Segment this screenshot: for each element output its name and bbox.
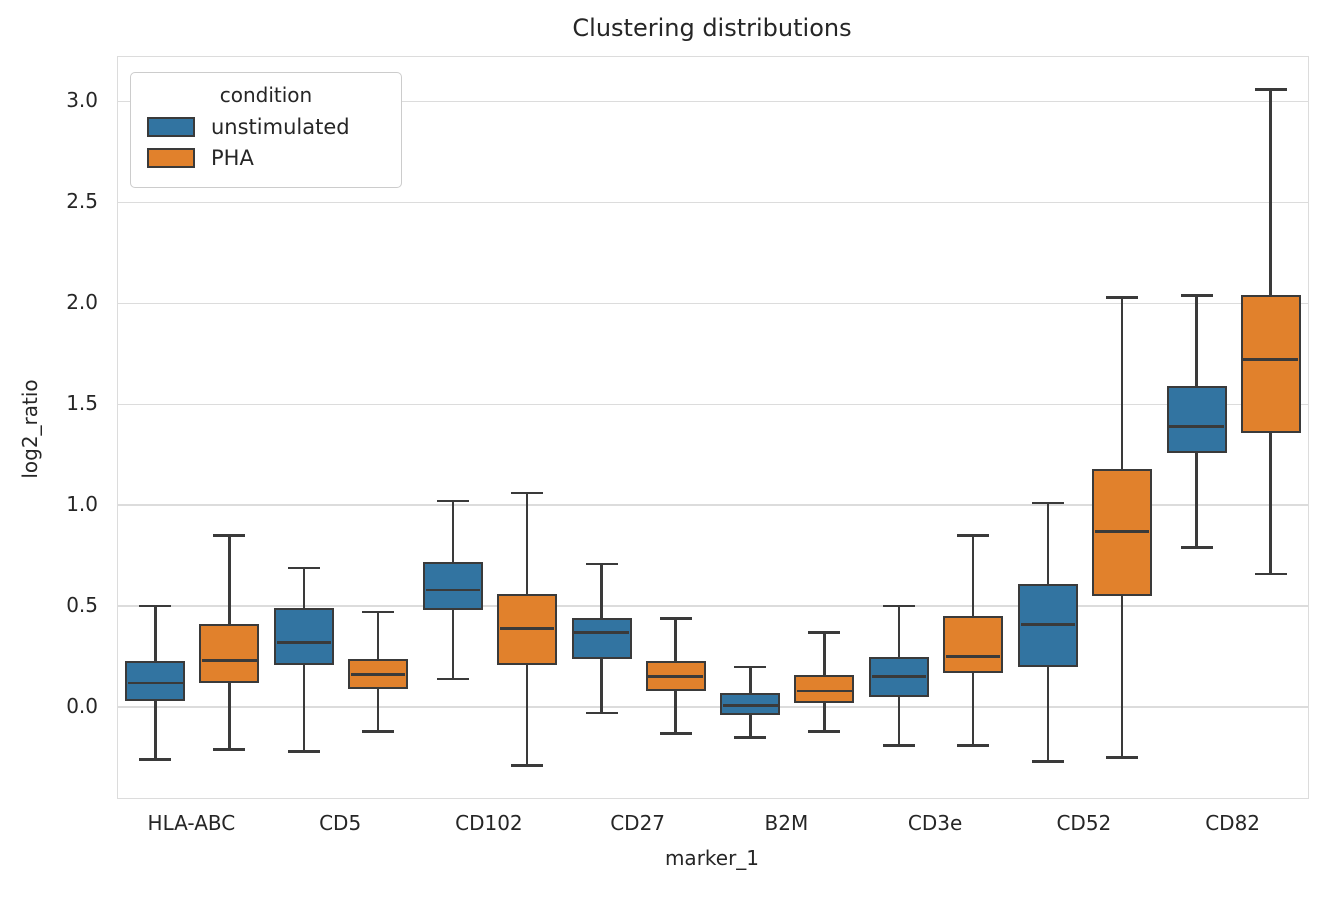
box-unstimulated-CD5 [274, 608, 335, 665]
whisker-cap-top-unstimulated-CD52 [1031, 501, 1064, 505]
whisker-cap-bottom-PHA-CD27 [659, 732, 692, 735]
y-tick-label: 3.0 [66, 88, 98, 113]
whisker-cap-bottom-PHA-CD82 [1254, 572, 1287, 576]
whisker-cap-top-PHA-CD27 [659, 617, 692, 620]
whisker-cap-bottom-unstimulated-CD82 [1180, 546, 1213, 549]
whisker-cap-top-unstimulated-CD27 [585, 562, 618, 566]
median-line-PHA-CD102 [499, 626, 555, 630]
median-line-unstimulated-CD102 [425, 588, 481, 592]
median-line-PHA-HLA-ABC [202, 659, 257, 663]
whisker-cap-top-unstimulated-B2M [734, 665, 767, 668]
y-tick-label: 1.0 [66, 492, 98, 517]
whisker-cap-top-PHA-CD102 [510, 491, 543, 495]
whisker-cap-top-PHA-CD52 [1105, 296, 1138, 299]
gridline [118, 100, 1308, 103]
whisker-cap-top-PHA-HLA-ABC [213, 534, 246, 537]
median-line-unstimulated-HLA-ABC [128, 681, 183, 685]
box-unstimulated-CD102 [422, 561, 483, 611]
y-axis-label: log2_ratio [18, 379, 42, 479]
gridline [118, 706, 1308, 708]
median-line-unstimulated-CD3e [871, 675, 927, 679]
whisker-cap-bottom-unstimulated-HLA-ABC [139, 758, 172, 761]
whisker-cap-top-PHA-CD3e [957, 534, 990, 537]
legend-label-unstimulated: unstimulated [211, 115, 350, 139]
legend-title: condition [219, 83, 313, 107]
median-line-PHA-CD5 [350, 673, 406, 677]
x-tick-label: CD5 [319, 811, 362, 835]
whisker-cap-bottom-PHA-CD3e [957, 744, 990, 747]
x-tick-label: B2M [764, 811, 809, 835]
whisker-cap-bottom-unstimulated-CD5 [288, 750, 321, 753]
median-line-unstimulated-B2M [723, 703, 778, 707]
gridline [118, 302, 1308, 305]
legend-entry-pha: PHA [147, 146, 385, 170]
y-tick-label: 2.5 [66, 189, 98, 214]
median-line-unstimulated-CD52 [1020, 622, 1076, 626]
x-tick-label: CD52 [1056, 811, 1112, 835]
whisker-cap-bottom-unstimulated-B2M [734, 736, 767, 739]
median-line-PHA-CD82 [1243, 358, 1298, 362]
whisker-cap-bottom-unstimulated-CD52 [1031, 760, 1064, 763]
x-tick-label: CD27 [610, 811, 666, 835]
y-tick-label: 2.0 [66, 290, 98, 315]
box-PHA-CD3e [943, 616, 1004, 673]
y-tick-label: 1.5 [66, 391, 98, 416]
whisker-cap-top-unstimulated-CD3e [883, 604, 916, 608]
gridline [118, 201, 1308, 204]
x-tick-label: CD3e [907, 811, 963, 835]
gridline [118, 403, 1308, 406]
whisker-cap-top-PHA-CD82 [1254, 88, 1287, 91]
whisker-cap-top-PHA-CD5 [362, 610, 395, 614]
box-PHA-HLA-ABC [199, 624, 260, 683]
median-line-unstimulated-CD5 [276, 641, 332, 644]
median-line-PHA-B2M [797, 689, 852, 693]
box-unstimulated-CD27 [571, 618, 632, 659]
gridline [118, 504, 1308, 506]
legend-label-pha: PHA [211, 146, 254, 170]
box-PHA-B2M [794, 674, 855, 704]
chart-title: Clustering distributions [572, 14, 852, 42]
whisker-cap-bottom-PHA-CD5 [362, 730, 395, 733]
box-unstimulated-HLA-ABC [125, 660, 186, 702]
legend: condition unstimulated PHA [130, 72, 402, 188]
whisker-cap-top-unstimulated-CD102 [436, 499, 469, 503]
whisker-cap-bottom-unstimulated-CD102 [436, 677, 469, 681]
legend-swatch-unstimulated [147, 117, 195, 137]
whisker-cap-top-unstimulated-CD5 [288, 566, 321, 570]
median-line-PHA-CD27 [648, 675, 703, 679]
whisker-cap-top-unstimulated-CD82 [1180, 294, 1213, 297]
legend-entry-unstimulated: unstimulated [147, 115, 385, 139]
whisker-cap-bottom-PHA-HLA-ABC [213, 748, 246, 751]
x-tick-label: HLA-ABC [147, 811, 236, 835]
median-line-unstimulated-CD82 [1169, 425, 1224, 428]
x-axis-label: marker_1 [664, 846, 760, 870]
box-unstimulated-CD82 [1166, 386, 1227, 453]
y-tick-label: 0.5 [66, 593, 98, 618]
whisker-cap-bottom-PHA-CD52 [1105, 756, 1138, 759]
x-tick-label: CD102 [455, 811, 523, 835]
legend-swatch-pha [147, 148, 195, 168]
median-line-PHA-CD3e [945, 655, 1001, 659]
whisker-cap-top-PHA-B2M [808, 631, 841, 634]
gridline [118, 605, 1308, 607]
whisker-cap-bottom-unstimulated-CD3e [883, 744, 916, 747]
y-tick-label: 0.0 [66, 694, 98, 719]
median-line-unstimulated-CD27 [574, 631, 629, 634]
box-PHA-CD82 [1240, 295, 1301, 433]
whisker-cap-bottom-PHA-CD102 [510, 764, 543, 767]
whisker-cap-bottom-unstimulated-CD27 [585, 711, 618, 715]
whisker-cap-top-unstimulated-HLA-ABC [139, 604, 172, 608]
median-line-PHA-CD52 [1094, 530, 1150, 533]
x-tick-label: CD82 [1205, 811, 1261, 835]
whisker-cap-bottom-PHA-B2M [808, 730, 841, 733]
